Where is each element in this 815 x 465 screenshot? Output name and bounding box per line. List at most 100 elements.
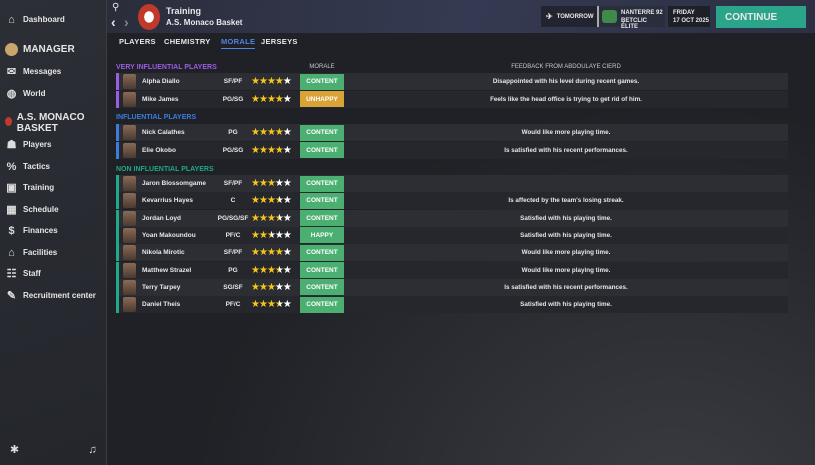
player-name[interactable]: Nick Calathes — [142, 129, 185, 136]
star-icon: ★ — [258, 93, 268, 105]
avatar — [123, 74, 136, 89]
morale-badge: CONTENT — [300, 262, 344, 278]
morale-badge: CONTENT — [300, 210, 344, 227]
tab-chemistry[interactable]: CHEMISTRY — [164, 37, 211, 46]
star-icon: ★ — [266, 127, 276, 138]
sidebar-item-facilities[interactable]: ⌂ Facilities — [5, 246, 57, 259]
player-name[interactable]: Jaron Blossomgame — [142, 180, 206, 187]
table-row[interactable]: Daniel Theis PF/C ★★★★★ CONTENT Satisfie… — [116, 296, 788, 314]
sidebar-item-messages[interactable]: ✉ Messages — [6, 66, 62, 78]
star-rating: ★★★★★ — [251, 229, 292, 241]
table-row[interactable]: Mike James PG/SG ★★★★★ UNHAPPY Feels lik… — [116, 90, 788, 108]
avatar — [123, 227, 136, 243]
continue-button[interactable]: CONTINUE — [716, 6, 806, 28]
star-icon: ★ — [274, 144, 284, 156]
table-row[interactable]: Jordan Loyd PG/SG/SF ★★★★★ CONTENT Satis… — [116, 209, 788, 227]
sidebar-item-manager[interactable]: MANAGER — [5, 43, 75, 56]
sidebar-item-schedule[interactable]: ▦ Schedule — [6, 204, 59, 216]
section-accent — [116, 296, 119, 314]
player-name[interactable]: Elie Okobo — [142, 146, 176, 154]
player-name[interactable]: Terry Tarpey — [142, 283, 181, 291]
section-accent — [116, 141, 119, 159]
feedback-text: Satisfied with his playing time. — [520, 231, 612, 239]
player-name[interactable]: Jordan Loyd — [142, 214, 182, 222]
star-icon: ★ — [282, 144, 292, 156]
star-icon: ★ — [251, 212, 260, 224]
search-icon[interactable]: ⚲ — [112, 2, 120, 13]
player-position: PG — [228, 266, 238, 274]
star-icon: ★ — [266, 195, 276, 207]
feedback-text: Would like more playing time. — [521, 249, 611, 257]
recruitment-icon: ✎ — [6, 290, 17, 302]
facilities-icon: ⌂ — [8, 246, 15, 259]
star-icon: ★ — [274, 93, 284, 105]
table-row[interactable]: Jaron Blossomgame SF/PF ★★★★★ CONTENT — [116, 175, 788, 192]
star-rating: ★★★★★ — [251, 178, 292, 189]
next-event[interactable]: ✈ TOMORROW — [541, 6, 597, 27]
star-icon: ★ — [282, 281, 292, 293]
avatar — [123, 245, 136, 261]
morale-badge: CONTENT — [300, 296, 344, 313]
player-name[interactable]: Nikola Mirotic — [142, 249, 185, 257]
sidebar-item-tactics[interactable]: % Tactics — [6, 160, 50, 173]
tab-jerseys[interactable]: JERSEYS — [261, 37, 298, 46]
table-row[interactable]: Matthew Strazel PG ★★★★★ CONTENT Would l… — [116, 261, 788, 279]
star-icon: ★ — [274, 76, 284, 87]
table-row[interactable]: Nick Calathes PG ★★★★★ CONTENT Would lik… — [116, 124, 788, 141]
next-match[interactable]: NANTERRE 92 BETCLIC ÉLITE — [599, 6, 665, 30]
player-name[interactable]: Mike James — [142, 95, 179, 103]
sidebar-item-club[interactable]: A.S. MONACO BASKET — [5, 112, 100, 134]
star-icon: ★ — [282, 247, 292, 259]
settings-icon[interactable]: ✱ — [9, 444, 20, 456]
section-accent — [116, 244, 119, 262]
sidebar-item-finances[interactable]: $ Finances — [5, 224, 57, 237]
player-name[interactable]: Yoan Makoundou — [142, 231, 196, 239]
star-icon: ★ — [282, 195, 292, 207]
manager-avatar-icon — [5, 43, 18, 56]
star-icon: ★ — [282, 229, 292, 241]
forward-icon[interactable]: › — [124, 14, 129, 30]
section-accent — [116, 226, 119, 244]
star-icon: ★ — [251, 264, 260, 276]
sidebar-item-staff[interactable]: ☷ Staff — [6, 268, 41, 280]
player-position: PG/SG/SF — [217, 214, 249, 222]
section-accent — [116, 261, 119, 279]
music-icon[interactable]: ♫ — [88, 443, 97, 456]
sidebar-item-players[interactable]: ☗ Players — [6, 139, 52, 151]
player-name[interactable]: Daniel Theis — [142, 301, 181, 309]
star-icon: ★ — [258, 212, 268, 224]
star-icon: ★ — [282, 264, 292, 276]
star-half-icon: ★ — [274, 195, 284, 207]
player-name[interactable]: Alpha Diallo — [142, 78, 180, 85]
table-row[interactable]: Elie Okobo PG/SG ★★★★★ CONTENT Is satisf… — [116, 141, 788, 159]
star-icon: ★ — [282, 178, 292, 189]
finances-icon: $ — [8, 224, 15, 237]
table-row[interactable]: Nikola Mirotic SF/PF ★★★★★ CONTENT Would… — [116, 244, 788, 262]
sidebar-item-recruitment-center[interactable]: ✎ Recruitment center — [6, 290, 96, 302]
feedback-text: Is affected by the team's losing streak. — [508, 197, 624, 205]
star-icon: ★ — [258, 195, 268, 207]
sidebar-item-dashboard[interactable]: ⌂ Dashboard — [5, 13, 65, 26]
tab-morale[interactable]: MORALE — [221, 37, 256, 49]
table-row[interactable]: Alpha Diallo SF/PF ★★★★★ CONTENT Disappo… — [116, 73, 788, 90]
avatar — [123, 262, 136, 278]
star-icon: ★ — [266, 212, 276, 224]
tab-players[interactable]: PLAYERS — [119, 37, 156, 46]
star-rating: ★★★★★ — [251, 247, 292, 259]
player-name[interactable]: Kevarrius Hayes — [142, 197, 193, 205]
star-icon: ★ — [251, 76, 260, 87]
avatar — [123, 142, 136, 158]
star-rating: ★★★★★ — [251, 264, 292, 276]
back-icon[interactable]: ‹ — [111, 14, 116, 30]
table-row[interactable]: Yoan Makoundou PF/C ★★★★★ HAPPY Satisfie… — [116, 226, 788, 244]
sidebar-item-training[interactable]: ▣ Training — [6, 182, 55, 194]
table-row[interactable]: Terry Tarpey SG/SF ★★★★★ CONTENT Is sati… — [116, 278, 788, 296]
player-name[interactable]: Matthew Strazel — [142, 266, 192, 274]
sidebar-item-world[interactable]: ◍ World — [6, 88, 46, 100]
table-row[interactable]: Kevarrius Hayes C ★★★★★ CONTENT Is affec… — [116, 192, 788, 210]
star-icon: ★ — [258, 247, 268, 259]
star-half-icon: ★ — [274, 264, 284, 276]
player-position: SF/PF — [223, 180, 243, 187]
star-rating: ★★★★★ — [251, 212, 292, 224]
plane-icon: ✈ — [546, 12, 553, 21]
